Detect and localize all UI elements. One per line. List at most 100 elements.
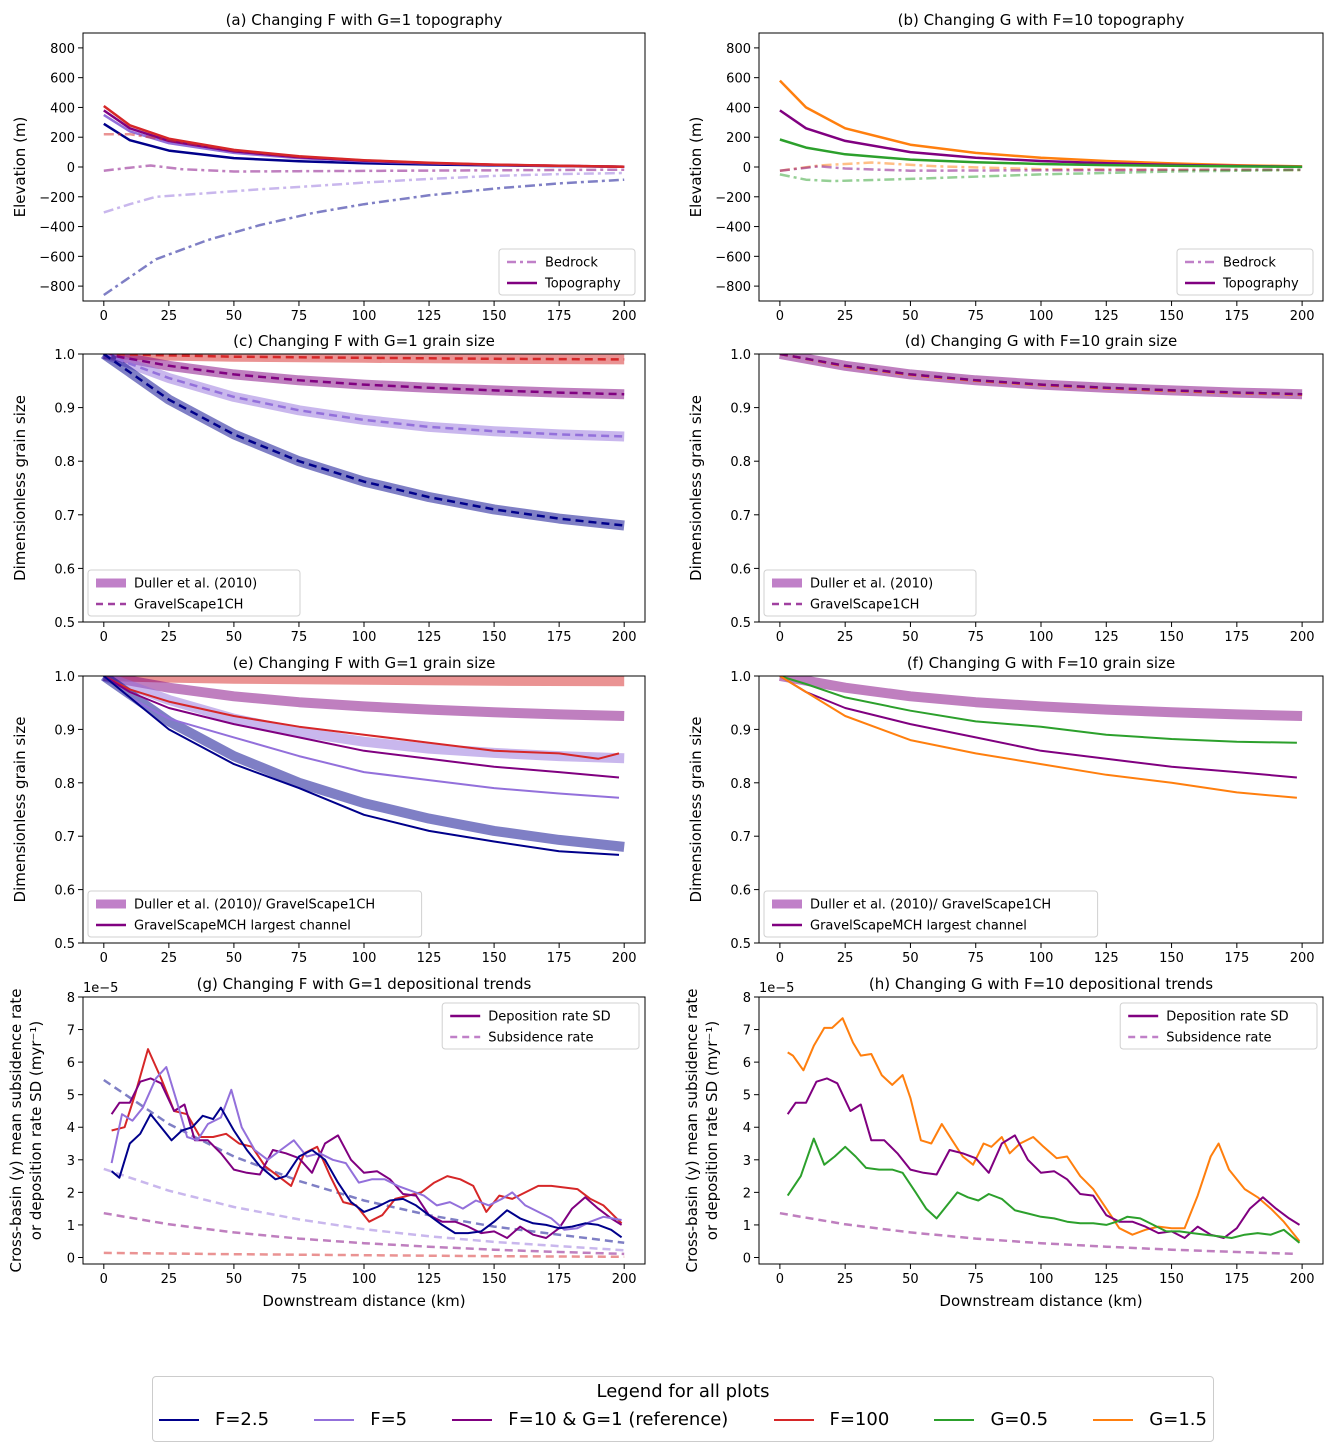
chart-title: (a) Changing F with G=1 topography — [226, 11, 503, 29]
y-axis-label: or deposition rate SD (myr⁻¹) — [703, 1021, 721, 1240]
y-tick-label: −600 — [39, 250, 75, 265]
x-tick-label: 150 — [1159, 630, 1184, 645]
x-tick-label: 200 — [1290, 309, 1315, 324]
x-tick-label: 75 — [967, 1272, 984, 1287]
x-tick-label: 75 — [967, 630, 984, 645]
y-tick-label: 0.6 — [730, 562, 751, 577]
y-tick-label: 0.6 — [730, 884, 751, 899]
legend-item-f5: F=5 — [314, 1409, 407, 1430]
y-tick-label: 4 — [743, 1121, 751, 1136]
x-tick-label: 150 — [482, 309, 507, 324]
legend-label: Bedrock — [1223, 256, 1276, 271]
legend-frame — [763, 890, 1099, 938]
series-line-f-10-duller — [102, 676, 625, 721]
legend-frame — [87, 569, 301, 617]
chart-panel-h: 0 25 50 75 100 125 150 175 200 0 1 2 3 4 5 6 7 8 (h) Chang… — [683, 975, 1324, 1310]
y-tick-label: 8 — [743, 991, 751, 1006]
x-tick-label: 125 — [1094, 309, 1119, 324]
series-line-f-100-topography — [103, 104, 625, 168]
chart-panel-c: 0 25 50 75 100 125 150 175 200 0.5 0.6 0.7 0.8 0.9 1.0… — [11, 332, 646, 645]
x-tick-label: 175 — [1224, 1272, 1249, 1287]
x-tick-label: 150 — [1159, 309, 1184, 324]
legend-swatch — [1093, 1418, 1134, 1421]
x-tick-label: 125 — [417, 1272, 442, 1287]
legend-label: Deposition rate SD — [1166, 1010, 1288, 1025]
x-tick-label: 100 — [352, 1272, 377, 1287]
y-tick-label: −200 — [39, 191, 75, 206]
legend-label: Subsidence rate — [1166, 1031, 1271, 1046]
x-tick-label: 100 — [1029, 1272, 1054, 1287]
chart-panel-d: 0 25 50 75 100 125 150 175 200 0.5 0.6 0.7 0.8 0.9 1.0… — [687, 332, 1324, 645]
y-tick-label: 0.9 — [730, 402, 751, 417]
chart-panel-g: 0 25 50 75 100 125 150 175 200 0 1 2 3 4 5 6 7 8 (g) Chang… — [7, 975, 646, 1310]
y-tick-label: 5 — [67, 1089, 75, 1104]
y-tick-label: 1.0 — [730, 348, 751, 363]
series-group — [103, 104, 625, 297]
y-tick-label: 0 — [743, 161, 751, 176]
y-axis-label: Dimensionless grain size — [11, 717, 29, 903]
legend-swatch — [452, 1418, 493, 1421]
x-tick-label: 125 — [1094, 630, 1119, 645]
legend-label: F=10 & G=1 (reference) — [508, 1409, 729, 1430]
series-line-g-1-5-topography — [779, 79, 1303, 168]
series-group — [779, 676, 1303, 799]
x-tick-label: 175 — [547, 951, 572, 966]
y-tick-label: 0.9 — [54, 402, 75, 417]
x-tick-label: 0 — [776, 309, 784, 324]
y-tick-label: 6 — [67, 1056, 75, 1071]
x-tick-label: 150 — [482, 951, 507, 966]
y-tick-label: 0 — [67, 161, 75, 176]
x-tick-label: 200 — [1290, 630, 1315, 645]
x-tick-label: 100 — [352, 309, 377, 324]
chart-title: (b) Changing G with F=10 topography — [898, 11, 1185, 29]
y-tick-label: 0.7 — [54, 509, 75, 524]
series-line-f-2-5-gravelscape1ch — [103, 354, 625, 527]
series-line-f-2-5-bedrock — [103, 178, 625, 297]
x-tick-label: 0 — [100, 1272, 108, 1287]
legend-label: F=2.5 — [215, 1409, 270, 1430]
y-tick-label: 800 — [50, 42, 75, 57]
chart-panel-a: 0 25 50 75 100 125 150 175 200 −800 −600 −400 −200 0 2… — [11, 11, 646, 324]
y-tick-label: −200 — [715, 191, 751, 206]
series-line-f-2-5-duller — [100, 676, 625, 852]
y-tick-label: 400 — [726, 101, 751, 116]
x-tick-label: 100 — [1029, 309, 1054, 324]
x-tick-label: 175 — [547, 1272, 572, 1287]
x-tick-label: 200 — [612, 951, 637, 966]
series-line-f-100-gravelscape1ch — [103, 354, 625, 361]
figure: 0 25 50 75 100 125 150 175 200−800−600−400−20002… — [7, 11, 1324, 1310]
x-tick-label: 125 — [1094, 951, 1119, 966]
y-tick-label: 1 — [67, 1219, 75, 1234]
global-legend-title: Legend for all plots — [596, 1381, 770, 1402]
series-line-f-10-topography — [103, 109, 625, 168]
y-tick-label: −400 — [39, 221, 75, 236]
x-tick-label: 25 — [837, 1272, 854, 1287]
chart-title: (c) Changing F with G=1 grain size — [233, 332, 495, 350]
series-group — [779, 354, 1303, 400]
series-line-f-5-mch — [103, 676, 620, 799]
x-tick-label: 50 — [902, 951, 919, 966]
legend-item-f10-reference: F=10 & G=1 (reference) — [452, 1409, 728, 1430]
y-tick-label: 600 — [50, 72, 75, 87]
y-tick-label: 0.5 — [730, 616, 751, 631]
y-tick-label: 7 — [67, 1024, 75, 1039]
y-tick-label: 1.0 — [54, 348, 75, 363]
x-tick-label: 25 — [837, 309, 854, 324]
series-line-g-0-5-topography — [779, 138, 1303, 169]
x-tick-label: 0 — [100, 309, 108, 324]
y-tick-label: −800 — [39, 280, 75, 295]
series-line-f-100-deposition-sd — [111, 1048, 623, 1225]
y-tick-label: 0.7 — [730, 830, 751, 845]
legend-frame — [441, 1002, 640, 1050]
x-tick-label: 100 — [352, 630, 377, 645]
series-line-g-0-5-mch — [779, 676, 1297, 744]
y-tick-label: 0.6 — [54, 562, 75, 577]
series-line-f-10-bedrock — [103, 164, 625, 173]
y-tick-label: 400 — [50, 101, 75, 116]
x-tick-label: 25 — [837, 630, 854, 645]
series-group — [100, 676, 625, 856]
x-tick-label: 175 — [1224, 309, 1249, 324]
chart-title: (f) Changing G with F=10 grain size — [907, 654, 1175, 672]
axis-offset-label: 1e−5 — [83, 981, 118, 996]
series-line-f-10-subsidence — [103, 1211, 625, 1256]
